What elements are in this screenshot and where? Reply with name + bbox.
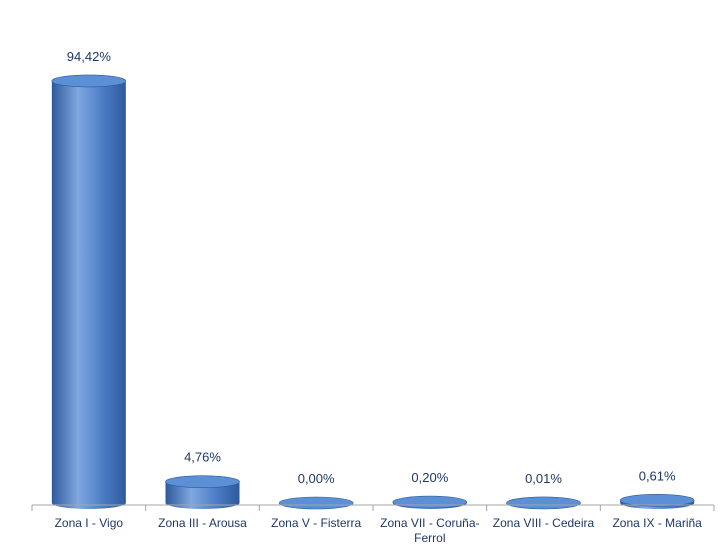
x-tick-label-line: Zona V - Fisterra [271,516,361,530]
x-tick-label-line: Zona III - Arousa [158,516,247,530]
data-label: 0,01% [525,471,562,486]
bars-group [51,74,695,510]
data-label: 94,42% [67,49,112,64]
x-axis [31,504,715,511]
bar [506,496,581,510]
bar-top [165,475,240,489]
bar-body [165,481,240,509]
bar-top [506,496,581,510]
bar [278,496,354,510]
bar-top [392,495,468,509]
labels-group: 94,42% Zona I - Vigo 4,76% Zona III - Arous… [55,49,703,545]
data-label: 4,76% [184,450,221,465]
bar-top [51,74,127,88]
x-tick-label-line: Zona VIII - Cedeira [493,516,595,530]
x-tick-label: Zona I - Vigo [55,516,124,530]
x-tick-label: Zona IX - Mariña [612,516,702,530]
x-tick-label: Zona V - Fisterra [271,516,361,530]
x-tick-label: Zona VIII - Cedeira [493,516,595,530]
bar [165,475,240,509]
x-tick-label-line: Zona VII - Coruña- [380,516,479,530]
data-label: 0,61% [639,468,676,483]
bar [51,74,127,509]
bar-top [278,496,354,510]
x-tick-label: Zona III - Arousa [158,516,247,530]
bar [392,495,468,509]
data-label: 0,00% [298,471,335,486]
x-tick-label-line: Zona I - Vigo [55,516,124,530]
data-label: 0,20% [411,470,448,485]
bar-top [619,493,695,507]
bar-body [51,80,126,509]
x-tick-label-line: Zona IX - Mariña [612,516,702,530]
x-tick-label: Zona VII - Coruña-Ferrol [380,516,479,545]
x-tick-label-line: Ferrol [414,531,445,545]
bar [619,493,695,509]
